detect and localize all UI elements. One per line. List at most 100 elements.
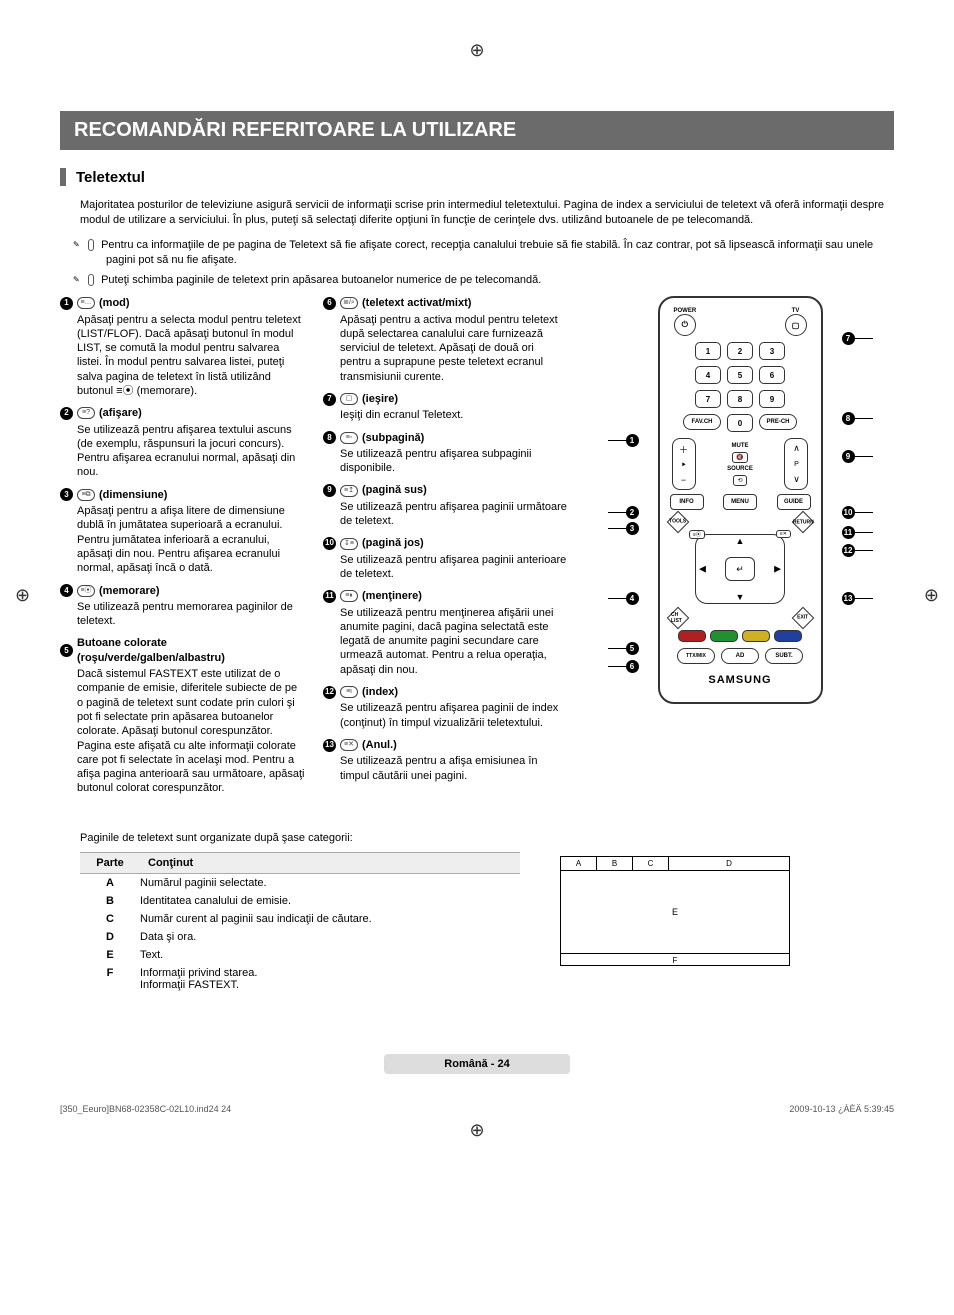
item-body: Se utilizează pentru memorarea paginilor… [77,600,305,629]
ttxmix-button[interactable]: TTX/MIX [677,648,715,664]
keypad-9[interactable]: 9 [759,390,785,408]
item-number-badge: 10 [323,537,336,550]
subt-button[interactable]: SUBT. [765,648,803,664]
item-title: (pagină sus) [362,483,427,497]
numbered-item: 2≡? (afişare)Se utilizează pentru afişar… [60,406,305,479]
meta-left: [350_Eeuro]BN68-02358C-02L10.ind24 24 [60,1104,231,1114]
key-0[interactable]: 0 [727,414,753,432]
dpad-right-icon: ▶ [774,564,781,575]
screen-cell-e: E [561,871,789,953]
source-button[interactable]: ⟲ [733,475,746,486]
meta-right: 2009-10-13 ¿ÀÈÄ 5:39:45 [789,1104,894,1114]
item-title: (pagină jos) [362,536,424,550]
callout-13: 13 [842,592,855,605]
item-title: (teletext activat/mixt) [362,296,471,310]
heading-bar [60,168,66,186]
subsection-heading: Teletextul [60,168,894,186]
mute-label: MUTE [731,443,748,449]
item-title: (index) [362,685,398,699]
table-cell-content: Text. [140,949,520,961]
menu-button[interactable]: MENU [723,494,757,510]
categories-table: Parte Conţinut ANumărul paginii selectat… [80,852,520,994]
item-title: (ieşire) [362,392,398,406]
item-title: (mod) [99,296,130,310]
keypad-1[interactable]: 1 [695,342,721,360]
keypad-6[interactable]: 6 [759,366,785,384]
enter-button[interactable]: ↵ [725,557,755,581]
item-number-badge: 1 [60,297,73,310]
color-button[interactable] [710,630,738,642]
screen-cell-c: C [633,857,669,870]
middle-column: 6≣/⌕ (teletext activat/mixt)Apăsaţi pent… [323,296,568,804]
table-row: CNumăr curent al paginii sau indicaţii d… [80,910,520,928]
color-button[interactable] [742,630,770,642]
button-glyph-icon: ↧≡ [340,538,358,550]
button-glyph-icon: ≡⏸ [340,590,358,602]
screen-cell-b: B [597,857,633,870]
callout-11: 11 [842,526,855,539]
tools-button[interactable]: TOOLS [666,511,689,534]
color-button[interactable] [678,630,706,642]
item-body: Ieşiţi din ecranul Teletext. [340,408,568,422]
guide-button[interactable]: GUIDE [777,494,811,510]
item-title: (Anul.) [362,738,397,752]
item-body: Se utilizează pentru menţinerea afişării… [340,606,568,677]
color-button[interactable] [774,630,802,642]
page-number-pill: Română - 24 [384,1054,569,1074]
item-body: Se utilizează pentru afişarea paginii ur… [340,500,568,529]
ad-button[interactable]: AD [721,648,759,664]
note-icon: ✎ [88,239,94,251]
power-button[interactable]: ⏻ [674,314,696,336]
table-row: BIdentitatea canalului de emisie. [80,892,520,910]
button-glyph-icon: ≡⧉ [77,489,95,501]
button-glyph-icon: ≡? [77,407,95,419]
dpad[interactable]: ▲ ▼ ◀ ▶ ↵ ≡⦿ ≡✕ [695,534,785,604]
chlist-button[interactable]: CH LIST [666,607,689,630]
corner-tl-icon: ≡⦿ [689,530,705,539]
favch-button[interactable]: FAV.CH [683,414,721,430]
mute-button[interactable]: 🔇 [732,452,747,463]
teletext-screen-diagram: A B C D E F [560,852,790,966]
crop-mark-top: ⊕ [60,40,894,61]
dpad-up-icon: ▲ [736,536,745,546]
left-column: 1≡… (mod)Apăsaţi pentru a selecta modul … [60,296,305,804]
page-footer: Română - 24 [60,1054,894,1074]
item-body: Se utilizează pentru afişarea textului a… [77,423,305,480]
return-button[interactable]: RETURN [791,511,814,534]
numbered-item: 8≡◦ (subpagină)Se utilizează pentru afiş… [323,431,568,476]
callout-6: 6 [626,660,639,673]
keypad-8[interactable]: 8 [727,390,753,408]
table-header-continut: Conţinut [140,853,520,873]
keypad-5[interactable]: 5 [727,366,753,384]
keypad-2[interactable]: 2 [727,342,753,360]
prech-button[interactable]: PRE-CH [759,414,797,430]
table-cell-part: B [80,895,140,907]
button-glyph-icon: ≡⦿ [77,585,95,597]
exit-button[interactable]: EXIT [791,607,814,630]
item-body: Apăsaţi pentru a afişa litere de dimensi… [77,504,305,575]
item-body: Apăsaţi pentru a activa modul pentru tel… [340,313,568,384]
dpad-down-icon: ▼ [736,592,745,602]
keypad-7[interactable]: 7 [695,390,721,408]
item-number-badge: 13 [323,739,336,752]
item-number-badge: 2 [60,407,73,420]
numbered-item: 9≡↥ (pagină sus)Se utilizează pentru afi… [323,483,568,528]
intro-paragraph: Majoritatea posturilor de televiziune as… [80,198,894,228]
crop-mark-left: ⊕ [15,585,30,606]
table-cell-part: D [80,931,140,943]
button-glyph-icon: ≡◦ [340,432,358,444]
info-button[interactable]: INFO [670,494,704,510]
item-number-badge: 6 [323,297,336,310]
keypad-3[interactable]: 3 [759,342,785,360]
channel-rocker[interactable]: ∧P∨ [784,438,808,490]
button-glyph-icon: ▢ [340,393,358,405]
keypad-4[interactable]: 4 [695,366,721,384]
item-body: Se utilizează pentru afişarea paginii an… [340,553,568,582]
item-title: (memorare) [99,584,160,598]
tv-button[interactable]: ▢ [785,314,807,336]
crop-mark-bottom: ⊕ [60,1120,894,1141]
remote-diagram: POWER ⏻ TV ▢ 123456789 FAV.CH 0 PRE-CH ＋… [658,296,823,704]
volume-rocker[interactable]: ＋⯈− [672,438,696,490]
item-title: (menţinere) [362,589,422,603]
categories-intro: Paginile de teletext sunt organizate dup… [80,832,894,844]
